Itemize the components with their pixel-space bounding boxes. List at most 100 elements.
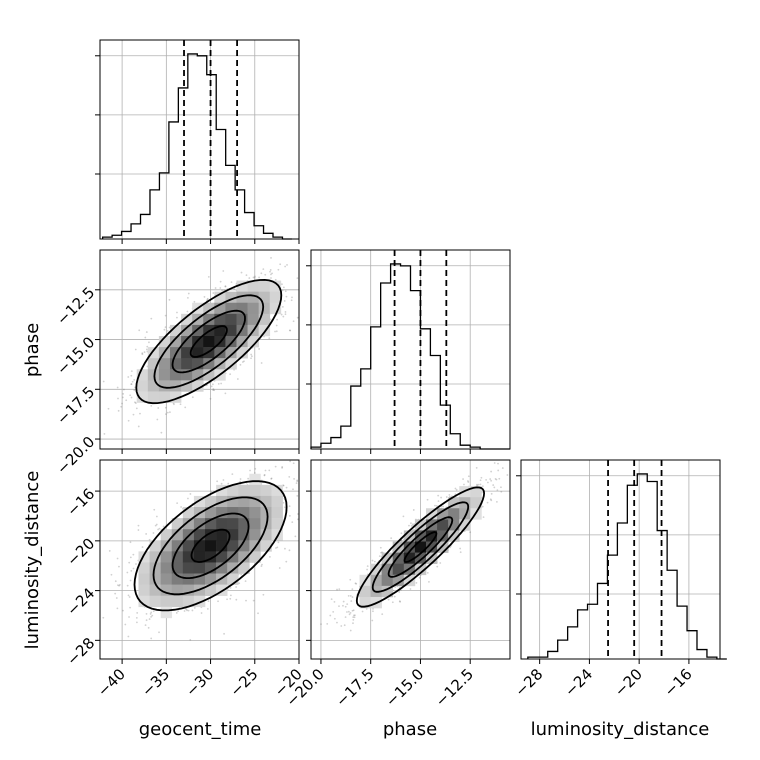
scatter-point bbox=[293, 451, 295, 453]
scatter-point bbox=[268, 337, 271, 340]
density-cell bbox=[138, 595, 150, 608]
tick-label-x-phase: −12.5 bbox=[432, 665, 477, 710]
contour-level-3 bbox=[190, 528, 231, 563]
density-cell bbox=[193, 518, 206, 530]
scatter-point bbox=[252, 599, 255, 602]
density-cell bbox=[182, 573, 195, 585]
density-cell bbox=[271, 507, 283, 519]
scatter-point bbox=[498, 477, 501, 480]
density-cell bbox=[158, 391, 171, 403]
density-cell bbox=[403, 552, 416, 564]
scatter-point bbox=[152, 532, 155, 534]
scatter-point bbox=[296, 494, 299, 497]
density-cell bbox=[381, 585, 394, 598]
density-cell bbox=[205, 551, 217, 563]
panel-scatter-geocent-time-vs-luminosity-distance-frame bbox=[99, 459, 300, 660]
scatter-point bbox=[150, 317, 153, 320]
density-cell bbox=[193, 495, 206, 508]
scatter-point bbox=[351, 588, 354, 591]
scatter-point bbox=[268, 469, 271, 472]
scatter-point bbox=[289, 329, 292, 332]
scatter-point bbox=[348, 613, 351, 616]
histogram-geocent-time bbox=[102, 53, 292, 240]
scatter-point bbox=[489, 478, 492, 480]
scatter-point bbox=[121, 402, 123, 405]
scatter-point bbox=[399, 600, 401, 603]
scatter-point bbox=[149, 613, 152, 615]
scatter-point bbox=[141, 353, 144, 356]
scatter-point bbox=[296, 479, 299, 482]
scatter-point bbox=[489, 498, 492, 501]
density-cell bbox=[205, 518, 217, 530]
density-cell bbox=[205, 540, 217, 552]
scatter-point bbox=[305, 281, 307, 283]
scatter-point bbox=[189, 639, 192, 641]
scatter-point bbox=[292, 488, 294, 491]
scatter-point bbox=[316, 512, 318, 514]
density-cell bbox=[160, 595, 173, 608]
histogram-luminosity-distance bbox=[527, 473, 727, 660]
scatter-point bbox=[381, 613, 384, 616]
scatter-point bbox=[134, 402, 137, 404]
scatter-point bbox=[371, 619, 374, 622]
scatter-point bbox=[288, 475, 291, 478]
density-cell bbox=[149, 584, 161, 597]
scatter-point bbox=[343, 624, 346, 627]
scatter-point bbox=[206, 298, 209, 301]
scatter-point bbox=[373, 560, 376, 563]
scatter-point bbox=[409, 588, 412, 590]
scatter-point bbox=[490, 492, 493, 495]
density-cell bbox=[414, 552, 427, 564]
scatter-point bbox=[351, 609, 354, 612]
tick-label-x-geocent-time: −25 bbox=[226, 665, 261, 700]
scatter-point bbox=[497, 462, 499, 465]
density-cell bbox=[181, 313, 193, 326]
density-cell bbox=[158, 369, 171, 381]
scatter-point bbox=[338, 285, 340, 287]
tick-label-y-phase: −20.0 bbox=[53, 433, 98, 478]
panel-hist-phase-frame bbox=[310, 249, 511, 450]
density-cell bbox=[169, 358, 182, 370]
scatter-point bbox=[185, 608, 188, 611]
scatter-point bbox=[247, 477, 250, 480]
scatter-point bbox=[243, 457, 245, 459]
scatter-point bbox=[270, 277, 272, 279]
scatter-point bbox=[107, 407, 110, 410]
scatter-point bbox=[229, 373, 232, 376]
scatter-point bbox=[128, 616, 130, 618]
scatter-point bbox=[220, 482, 223, 485]
scatter-point bbox=[336, 588, 338, 591]
scatter-point bbox=[143, 351, 146, 354]
density-cell bbox=[214, 302, 226, 315]
scatter-point bbox=[274, 465, 277, 468]
density-cell bbox=[381, 552, 394, 564]
scatter-point bbox=[223, 632, 225, 635]
scatter-point bbox=[254, 275, 256, 278]
tick-label-y-luminosity-distance: −20 bbox=[63, 534, 98, 569]
density-cell bbox=[149, 562, 161, 574]
scatter-point bbox=[117, 584, 119, 587]
density-cell bbox=[260, 507, 272, 519]
scatter-point bbox=[293, 477, 295, 480]
scatter-point bbox=[219, 280, 222, 283]
density-cell bbox=[149, 595, 161, 608]
density-cell bbox=[225, 324, 237, 337]
scatter-point bbox=[297, 518, 299, 521]
scatter-point bbox=[137, 425, 140, 428]
scatter-point bbox=[282, 315, 285, 318]
density-cell bbox=[225, 335, 237, 348]
scatter-point bbox=[176, 502, 179, 505]
scatter-point bbox=[179, 403, 182, 406]
panel-hist-phase bbox=[306, 249, 511, 454]
tick-label-x-luminosity-distance: −28 bbox=[511, 665, 546, 700]
scatter-point bbox=[347, 610, 350, 613]
scatter-point bbox=[230, 281, 233, 283]
scatter-point bbox=[166, 330, 169, 332]
scatter-point bbox=[281, 305, 284, 308]
density-cell bbox=[216, 507, 228, 519]
scatter-point bbox=[154, 524, 157, 527]
scatter-point bbox=[235, 598, 238, 601]
density-cell bbox=[171, 529, 184, 541]
panel-scatter-phase-vs-luminosity-distance: −20.0 −17.5 −15.0 −12.5 bbox=[283, 459, 511, 710]
density-cell bbox=[192, 358, 204, 370]
